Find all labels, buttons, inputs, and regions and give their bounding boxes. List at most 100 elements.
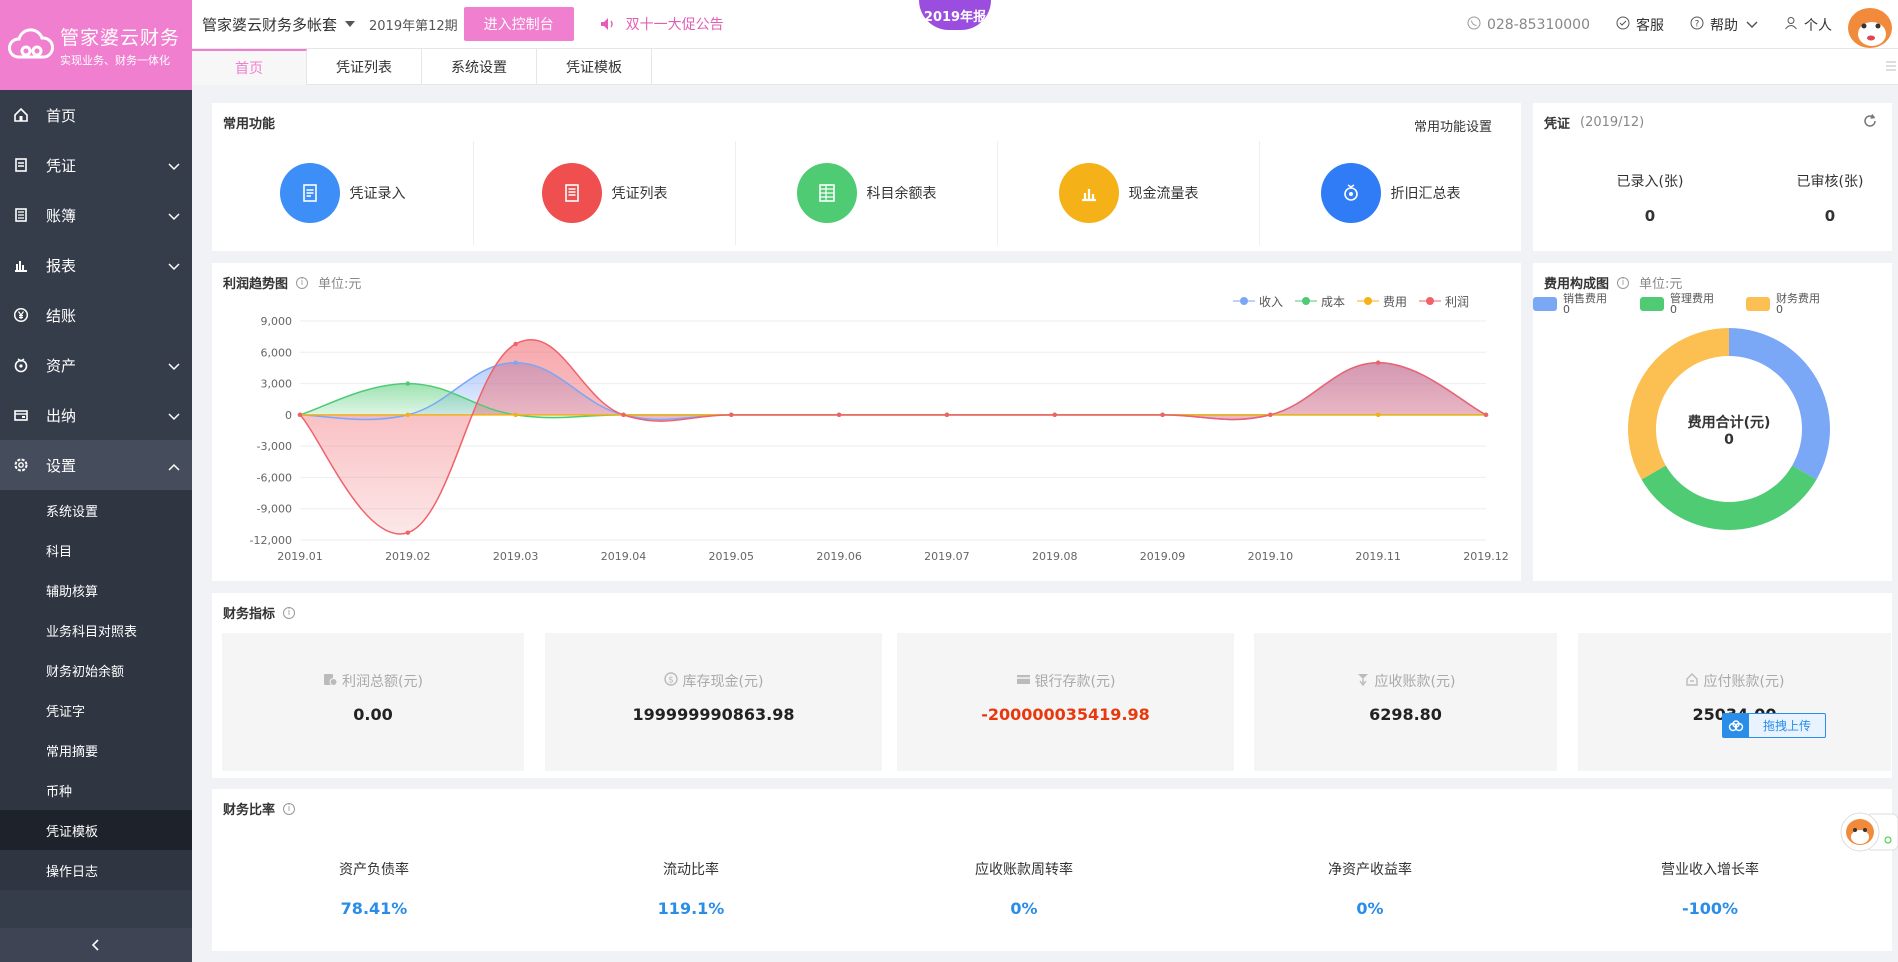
service-link[interactable]: 客服 [1616, 15, 1664, 35]
pie-legend-item[interactable]: 管理费用 0 [1640, 293, 1714, 315]
brand-logo[interactable]: 管家婆云财务 实现业务、财务一体化 [0, 0, 192, 90]
voucher-entry-icon [279, 163, 340, 223]
console-button[interactable]: 进入控制台 [463, 7, 574, 41]
ratio-label: 流动比率 [663, 862, 719, 878]
quick-functions-settings-link[interactable]: 常用功能设置 [1413, 120, 1492, 135]
menu-lines-icon[interactable] [1886, 60, 1896, 74]
expense-chart-panel: 费用构成图 i 单位:元 销售费用 0 管理费用 0 财务费用 0 费用合计(元) 0 [1533, 263, 1892, 581]
legend-item[interactable]: 费用 [1356, 293, 1407, 310]
submenu-item[interactable]: 操作日志 [0, 850, 192, 890]
help-menu[interactable]: ? 帮助 [1690, 15, 1758, 35]
data-point[interactable] [836, 412, 842, 418]
mascot-icon[interactable] [1838, 0, 1898, 54]
quick-function-label: 凭证录入 [349, 186, 406, 202]
tab-3[interactable]: 凭证模板 [537, 49, 652, 85]
info-icon[interactable]: i [283, 802, 296, 815]
info-icon[interactable]: i [1617, 276, 1630, 289]
pie-slice-1[interactable] [1641, 465, 1817, 531]
brand-subtitle: 实现业务、财务一体化 [60, 53, 170, 67]
submenu-item[interactable]: 系统设置 [0, 490, 192, 530]
submenu-item[interactable]: 币种 [0, 770, 192, 810]
service-phone: 028-85310000 [1467, 16, 1590, 34]
submenu-item[interactable]: 凭证模板 [0, 810, 192, 850]
pie-legend-item[interactable]: 销售费用 0 [1533, 293, 1607, 315]
data-point[interactable] [1375, 360, 1381, 365]
ratio-value: 119.1% [657, 899, 725, 918]
audited-vouchers[interactable]: 已审核(张) 0 [1775, 171, 1885, 225]
data-point[interactable] [1483, 412, 1489, 418]
pie-center-label: 费用合计(元) [1688, 414, 1771, 431]
data-point[interactable] [1052, 412, 1057, 418]
quick-function-4[interactable]: 折旧汇总表 [1260, 141, 1521, 245]
submenu-item[interactable]: 辅助核算 [0, 570, 192, 610]
legend-item[interactable]: 收入 [1232, 293, 1283, 310]
indicator-card[interactable]: 利润总额(元) 0.00 [222, 633, 524, 771]
submenu-item[interactable]: 凭证字 [0, 690, 192, 730]
pie-legend-item[interactable]: 财务费用 0 [1746, 293, 1820, 315]
chat-mascot-icon[interactable] [1838, 810, 1898, 854]
quick-function-2[interactable]: 科目余额表 [736, 141, 998, 245]
ratio-label: 应收账款周转率 [975, 862, 1073, 878]
account-selector[interactable]: 管家婆云财务多帐套 [202, 14, 357, 35]
indicator-card[interactable]: 应收账款(元) 6298.80 [1254, 633, 1557, 771]
voucher-title-text: 凭证 [1544, 117, 1571, 132]
pie-slice-0[interactable] [1729, 328, 1830, 480]
tab-1[interactable]: 凭证列表 [307, 49, 422, 85]
sidebar-item-3[interactable]: 报表 [0, 240, 192, 290]
drag-upload-button[interactable]: 拖拽上传 [1722, 713, 1826, 738]
chevron-down-icon [168, 407, 180, 425]
sidebar-item-6[interactable]: 出纳 [0, 390, 192, 440]
data-point[interactable] [405, 412, 411, 418]
submenu-item[interactable]: 财务初始余额 [0, 650, 192, 690]
tab-0[interactable]: 首页 [192, 49, 307, 85]
sidebar-collapse-button[interactable] [0, 928, 192, 962]
legend-marker [1356, 295, 1379, 309]
sidebar-item-7[interactable]: 设置 [0, 440, 192, 490]
legend-item[interactable]: 利润 [1418, 293, 1469, 310]
y-tick-label: -12,000 [250, 534, 292, 547]
profit-chart-legend: 收入 成本 费用 利润 [1221, 293, 1469, 310]
quick-function-0[interactable]: 凭证录入 [212, 141, 474, 245]
tab-2[interactable]: 系统设置 [422, 49, 537, 85]
data-point[interactable] [1268, 412, 1273, 418]
sidebar-item-0[interactable]: 首页 [0, 90, 192, 140]
data-point[interactable] [513, 341, 518, 347]
legend-item[interactable]: 成本 [1294, 293, 1345, 310]
submenu-item[interactable]: 业务科目对照表 [0, 610, 192, 650]
quick-function-3[interactable]: 现金流量表 [998, 141, 1260, 245]
quick-function-1[interactable]: 凭证列表 [474, 141, 736, 245]
data-point[interactable] [1375, 412, 1381, 418]
data-point[interactable] [621, 412, 626, 418]
user-menu[interactable]: 个人 [1784, 15, 1832, 35]
data-point[interactable] [297, 412, 303, 418]
sidebar-item-2[interactable]: 账簿 [0, 190, 192, 240]
data-point[interactable] [1160, 412, 1165, 418]
data-point[interactable] [513, 360, 518, 365]
info-icon[interactable]: i [283, 606, 296, 619]
data-point[interactable] [405, 530, 411, 535]
data-point[interactable] [405, 381, 411, 386]
submenu-item[interactable]: 常用摘要 [0, 730, 192, 770]
sidebar-item-4[interactable]: 结账 [0, 290, 192, 340]
data-point[interactable] [729, 412, 734, 418]
data-point[interactable] [513, 412, 518, 418]
ratio-item: 资产负债率 78.41% [274, 859, 474, 918]
sidebar-item-label: 出纳 [46, 406, 77, 425]
indicator-card[interactable]: 银行存款(元) -200000035419.98 [897, 633, 1234, 771]
sidebar-item-5[interactable]: 资产 [0, 340, 192, 390]
x-tick-label: 2019.06 [816, 550, 862, 563]
entered-vouchers[interactable]: 已录入(张) 0 [1595, 171, 1705, 225]
refresh-icon[interactable] [1862, 113, 1878, 129]
ratio-item: 净资产收益率 0% [1270, 859, 1470, 918]
submenu-item[interactable]: 科目 [0, 530, 192, 570]
pie-slice-2[interactable] [1628, 328, 1729, 480]
info-icon[interactable]: i [296, 276, 309, 289]
expense-chart-title-text: 费用构成图 [1544, 277, 1610, 292]
data-point[interactable] [944, 412, 950, 418]
sidebar-item-1[interactable]: 凭证 [0, 140, 192, 190]
notice-link[interactable]: 双十一大促公告 [600, 14, 724, 34]
indicator-label-text: 利润总额(元) [342, 674, 423, 690]
indicator-card[interactable]: 应付账款(元)25034.00 [1578, 633, 1891, 771]
x-tick-label: 2019.03 [493, 550, 539, 563]
indicator-card[interactable]: $ 库存现金(元) 199999990863.98 [545, 633, 882, 771]
